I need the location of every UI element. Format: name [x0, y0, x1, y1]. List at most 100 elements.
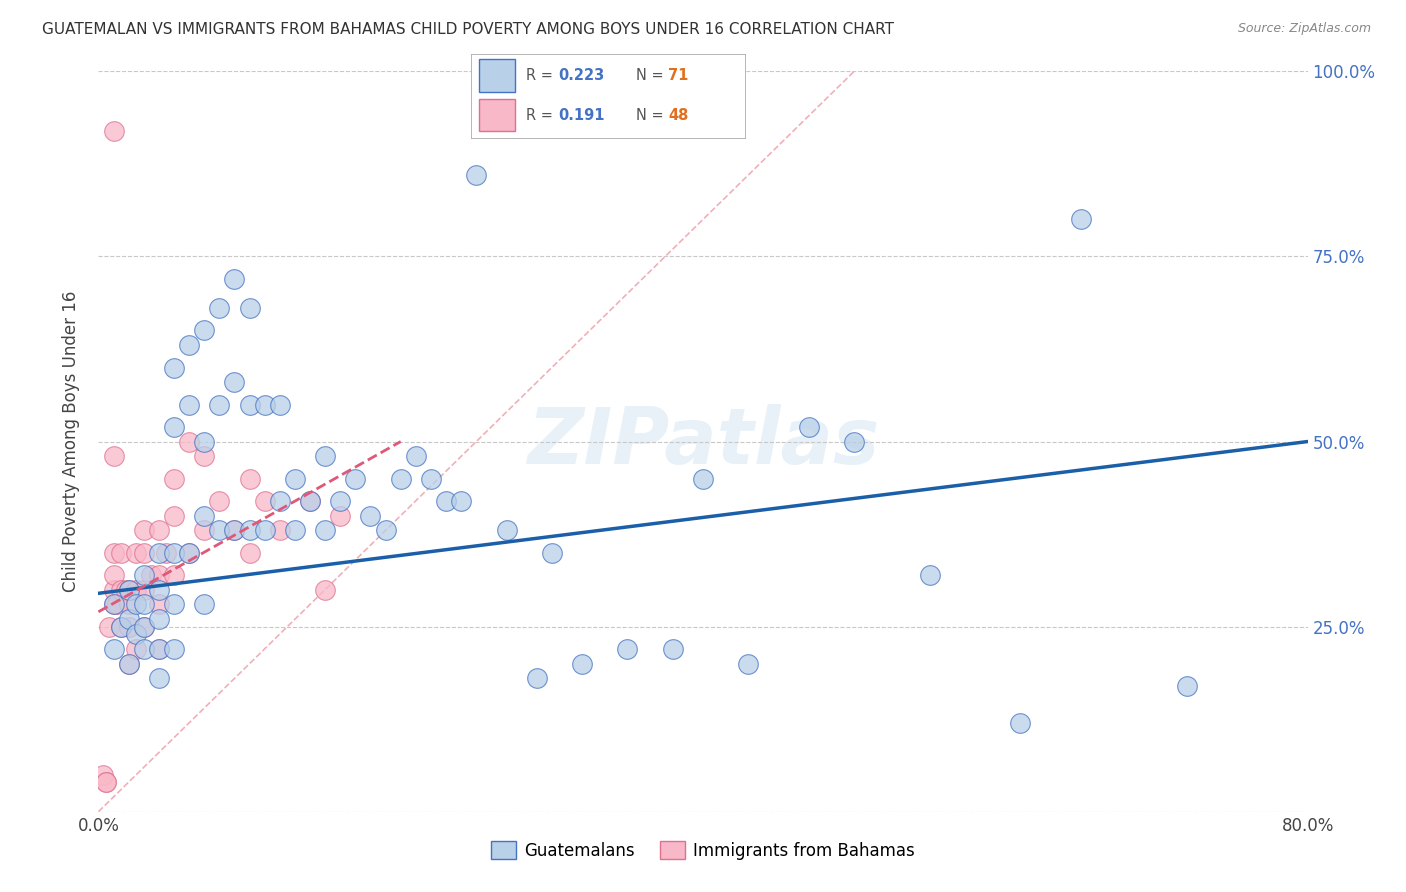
Point — [540, 546, 562, 560]
Point — [179, 338, 201, 352]
Point — [450, 493, 472, 508]
Point — [118, 657, 141, 671]
Point — [125, 641, 148, 656]
Point — [94, 775, 117, 789]
Point — [125, 598, 148, 612]
Text: 71: 71 — [668, 68, 689, 83]
Point — [163, 598, 186, 612]
Point — [163, 641, 186, 656]
Legend: Guatemalans, Immigrants from Bahamas: Guatemalans, Immigrants from Bahamas — [484, 835, 922, 866]
Point — [103, 450, 125, 464]
Point — [98, 619, 121, 633]
Point — [148, 612, 170, 626]
Point — [103, 641, 125, 656]
Point — [224, 524, 246, 538]
Point — [465, 168, 488, 182]
Text: N =: N = — [636, 68, 664, 83]
Point — [571, 657, 593, 671]
Point — [179, 546, 201, 560]
Point — [125, 582, 148, 597]
Text: Source: ZipAtlas.com: Source: ZipAtlas.com — [1237, 22, 1371, 36]
Point — [299, 493, 322, 508]
Point — [193, 524, 215, 538]
Point — [239, 471, 262, 485]
Point — [105, 598, 128, 612]
Point — [118, 657, 141, 671]
Text: 48: 48 — [668, 108, 689, 123]
Point — [132, 641, 155, 656]
Point — [269, 524, 291, 538]
Point — [239, 301, 262, 316]
Point — [163, 567, 186, 582]
Point — [314, 450, 336, 464]
Point — [148, 598, 170, 612]
Point — [132, 524, 155, 538]
Point — [208, 398, 231, 412]
Point — [125, 627, 148, 641]
Point — [224, 271, 246, 285]
Point — [344, 471, 367, 485]
Point — [224, 376, 246, 390]
Point — [103, 123, 125, 137]
Text: R =: R = — [526, 108, 553, 123]
Point — [132, 619, 155, 633]
Point — [1175, 679, 1198, 693]
Point — [163, 360, 186, 375]
Point — [420, 471, 443, 485]
Text: 0.191: 0.191 — [558, 108, 605, 123]
Point — [253, 398, 276, 412]
Point — [163, 546, 186, 560]
Point — [374, 524, 396, 538]
Point — [239, 398, 262, 412]
Point — [125, 546, 148, 560]
Point — [616, 641, 638, 656]
Point — [163, 471, 186, 485]
Point — [239, 524, 262, 538]
Point — [299, 493, 322, 508]
Point — [148, 582, 170, 597]
Point — [118, 598, 141, 612]
Point — [193, 598, 215, 612]
Point — [103, 598, 125, 612]
Point — [193, 434, 215, 449]
Bar — [479, 60, 515, 92]
Point — [918, 567, 941, 582]
Point — [284, 524, 307, 538]
Point — [132, 567, 155, 582]
Point — [91, 767, 114, 781]
Point — [118, 619, 141, 633]
Point — [253, 524, 276, 538]
Point — [329, 508, 352, 523]
Point — [110, 546, 132, 560]
Point — [193, 450, 215, 464]
Point — [737, 657, 759, 671]
Point — [94, 775, 117, 789]
Point — [179, 434, 201, 449]
Point — [110, 619, 132, 633]
Point — [148, 672, 170, 686]
Point — [163, 419, 186, 434]
Point — [132, 619, 155, 633]
Point — [1010, 715, 1032, 730]
Point — [118, 612, 141, 626]
Point — [314, 524, 336, 538]
Point — [163, 508, 186, 523]
Point — [193, 324, 215, 338]
Point — [208, 524, 231, 538]
Point — [179, 398, 201, 412]
Point — [118, 582, 141, 597]
Point — [148, 524, 170, 538]
Point — [314, 582, 336, 597]
Point — [118, 582, 141, 597]
Point — [360, 508, 382, 523]
Point — [224, 524, 246, 538]
Point — [253, 493, 276, 508]
Text: GUATEMALAN VS IMMIGRANTS FROM BAHAMAS CHILD POVERTY AMONG BOYS UNDER 16 CORRELAT: GUATEMALAN VS IMMIGRANTS FROM BAHAMAS CH… — [42, 22, 894, 37]
Point — [148, 641, 170, 656]
Text: R =: R = — [526, 68, 553, 83]
Point — [844, 434, 866, 449]
Point — [141, 567, 163, 582]
Text: ZIPatlas: ZIPatlas — [527, 403, 879, 480]
Point — [114, 582, 136, 597]
Point — [269, 398, 291, 412]
